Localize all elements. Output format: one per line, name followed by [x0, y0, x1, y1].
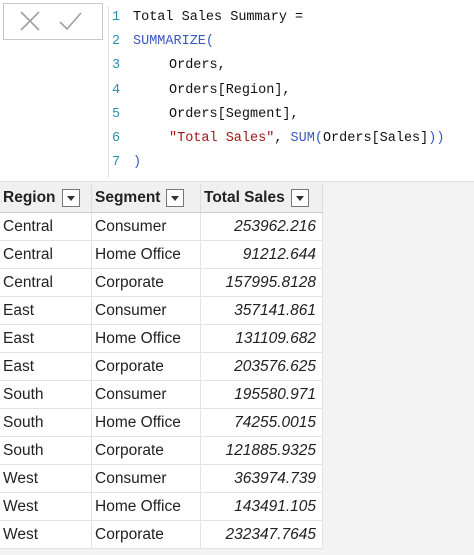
table-cell: 121885.9325 — [200, 436, 323, 465]
table-cell: Corporate — [91, 520, 201, 549]
table-cell: 232347.7645 — [200, 520, 323, 549]
table-row: East Home Office 131109.682 — [0, 324, 323, 353]
table-row: South Corporate 121885.9325 — [0, 436, 323, 465]
table-cell: 195580.971 — [200, 380, 323, 409]
code-line: Total Sales Summary = — [133, 10, 303, 25]
table-cell: 253962.216 — [200, 212, 323, 241]
table-cell: Corporate — [91, 268, 201, 297]
code-token: Orders[Sales] — [322, 131, 429, 146]
column-header: Total Sales — [200, 184, 323, 213]
table-cell: Home Office — [91, 408, 201, 437]
commit-buttons — [3, 3, 103, 40]
table-cell: East — [0, 324, 92, 353]
table-cell: 91212.644 — [200, 240, 323, 269]
code-token: Orders[Segment], — [169, 107, 299, 122]
line-number: 3 — [112, 58, 121, 73]
table-cell: Consumer — [91, 464, 201, 493]
data-table: Region Segment Total Sales Central Consumer… — [0, 184, 323, 549]
cancel-icon[interactable] — [20, 11, 40, 31]
table-cell: Home Office — [91, 324, 201, 353]
table-cell: Central — [0, 212, 92, 241]
line-number: 5 — [112, 107, 121, 122]
code-line: ) — [133, 155, 141, 170]
code-line: Orders, — [169, 58, 226, 73]
code-line: Orders[Region], — [169, 83, 291, 98]
column-header: Segment — [91, 184, 201, 213]
table-cell: Consumer — [91, 296, 201, 325]
table-cell: 143491.105 — [200, 492, 323, 521]
table-cell: 131109.682 — [200, 324, 323, 353]
header-row: Region Segment Total Sales — [0, 184, 323, 213]
icons — [20, 11, 82, 31]
code-line: Orders[Segment], — [169, 107, 299, 122]
table-cell: Central — [0, 268, 92, 297]
column-title: Segment — [95, 189, 161, 207]
formula-bar: 1 2 3 4 5 6 7 Total Sales Summary = SUMM… — [0, 0, 474, 182]
code-token: ) — [133, 155, 142, 170]
code-token: Orders[Region], — [169, 83, 291, 98]
table-cell: Corporate — [91, 352, 201, 381]
line-number: 1 — [112, 10, 121, 25]
table-row: East Consumer 357141.861 — [0, 296, 323, 325]
table-cell: Corporate — [91, 436, 201, 465]
table-cell: West — [0, 520, 92, 549]
code-token: Orders, — [169, 58, 226, 73]
table-cell: 363974.739 — [200, 464, 323, 493]
table-cell: Consumer — [91, 212, 201, 241]
line-number: 2 — [112, 34, 121, 49]
code-token: , — [274, 131, 291, 146]
table-cell: West — [0, 492, 92, 521]
filter-dropdown[interactable] — [61, 188, 80, 207]
table-row: West Consumer 363974.739 — [0, 464, 323, 493]
column-title: Region — [3, 189, 56, 207]
code-line: "Total Sales", SUM(Orders[Sales])) — [169, 131, 444, 146]
code-line: SUMMARIZE( — [133, 34, 214, 49]
code-token: )) — [428, 131, 445, 146]
filter-dropdown[interactable] — [166, 188, 185, 207]
table-cell: Home Office — [91, 492, 201, 521]
table-row: Central Home Office 91212.644 — [0, 240, 323, 269]
table-row: Central Consumer 253962.216 — [0, 212, 323, 241]
commit-icon[interactable] — [59, 12, 82, 31]
table-cell: South — [0, 408, 92, 437]
table-body: Central Consumer 253962.216 Central Home Off… — [0, 212, 323, 549]
table-cell: 203576.625 — [200, 352, 323, 381]
table-cell: Home Office — [91, 240, 201, 269]
table-cell: Consumer — [91, 380, 201, 409]
line-number: 7 — [112, 155, 121, 170]
table-cell: 157995.8128 — [200, 268, 323, 297]
code-editor[interactable]: 1 2 3 4 5 6 7 Total Sales Summary = SUMM… — [108, 6, 474, 178]
table-cell: Central — [0, 240, 92, 269]
table-row: South Home Office 74255.0015 — [0, 408, 323, 437]
table-cell: 357141.861 — [200, 296, 323, 325]
table-cell: 74255.0015 — [200, 408, 323, 437]
code-token: SUMMARIZE( — [133, 34, 215, 49]
column-title: Total Sales — [204, 189, 285, 207]
table-cell: South — [0, 380, 92, 409]
table-row: Central Corporate 157995.8128 — [0, 268, 323, 297]
table-row: South Consumer 195580.971 — [0, 380, 323, 409]
filter-dropdown[interactable] — [290, 188, 309, 207]
table-cell: East — [0, 296, 92, 325]
table-row: East Corporate 203576.625 — [0, 352, 323, 381]
code-token: Total Sales Summary = — [133, 10, 304, 25]
table-cell: South — [0, 436, 92, 465]
column-header: Region — [0, 184, 92, 213]
table-row: West Corporate 232347.7645 — [0, 520, 323, 549]
code-token: SUM( — [290, 131, 323, 146]
table-cell: East — [0, 352, 92, 381]
table-cell: West — [0, 464, 92, 493]
line-number: 4 — [112, 83, 121, 98]
code-token: "Total Sales" — [169, 131, 275, 146]
line-number: 6 — [112, 131, 121, 146]
table-row: West Home Office 143491.105 — [0, 492, 323, 521]
